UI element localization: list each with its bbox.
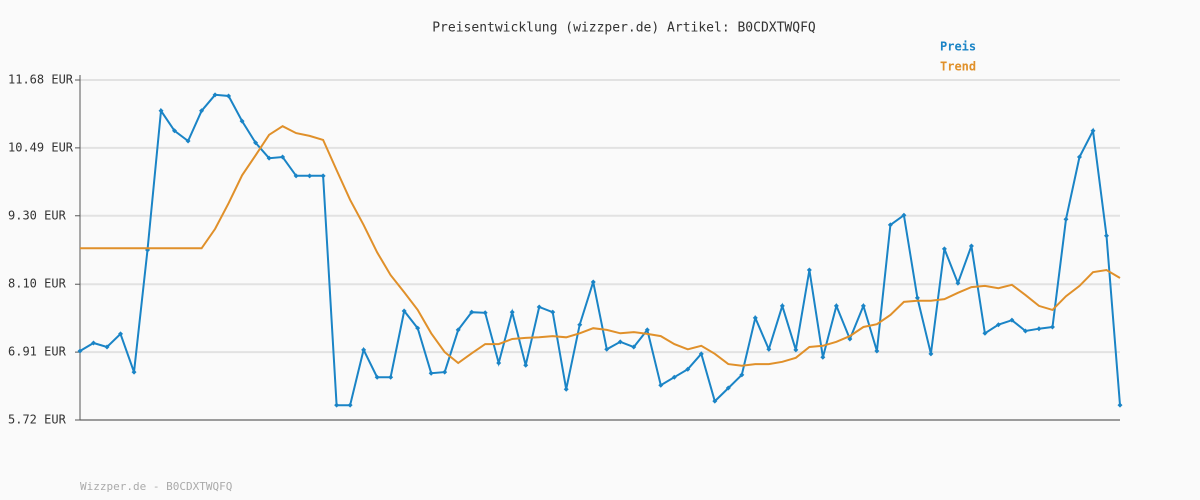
point [469,309,475,315]
point [901,212,907,218]
point [793,347,799,353]
point [955,280,961,286]
point [509,309,515,315]
point [739,372,745,378]
point [550,309,556,315]
point [536,304,542,310]
point [334,402,340,408]
point [388,374,394,380]
point [820,354,826,360]
point [577,322,583,328]
chart-title: Preisentwicklung (wizzper.de) Artikel: B… [432,21,816,36]
point [482,310,488,316]
point [280,154,286,160]
y-tick-label: 8.10 EUR [8,277,67,291]
point [995,322,1001,328]
point [361,347,367,353]
point [266,155,272,161]
point [320,173,326,179]
point [1090,128,1096,134]
point [374,374,380,380]
point [725,385,731,391]
point [1063,216,1069,222]
point [833,303,839,309]
legend-label: Preis [940,40,976,54]
legend-label: Trend [940,60,976,74]
point [887,222,893,228]
point [590,279,596,285]
point [685,366,691,372]
point [401,308,407,314]
point [698,351,704,357]
point [239,118,245,124]
point [1049,324,1055,330]
point [158,108,164,114]
point [631,344,637,350]
point [806,267,812,273]
point [199,108,205,114]
point [644,327,650,333]
point [442,369,448,375]
point [982,330,988,336]
source: Wizzper.de - B0CDXTWQFQ [80,480,232,493]
point [968,243,974,249]
y-tick-label: 9.30 EUR [8,208,67,222]
point [941,246,947,252]
y-tick-label: 10.49 EUR [8,140,74,154]
point [496,360,502,366]
point [752,315,758,321]
y-tick-label: 11.68 EUR [8,73,74,87]
point [172,128,178,134]
point [671,374,677,380]
point [415,325,421,331]
point [1076,154,1082,160]
point [779,303,785,309]
point [104,344,110,350]
point [226,93,232,99]
series-line [79,93,1121,407]
point [658,382,664,388]
point [131,369,137,375]
point [253,140,259,146]
point [307,173,313,179]
point [928,351,934,357]
series-line [80,125,1121,367]
point [523,362,529,368]
point [347,402,353,408]
point [617,339,623,345]
y-tick-label: 5.72 EUR [8,413,67,427]
point [91,340,97,346]
point [455,327,461,333]
point [118,331,124,337]
y-tick-label: 6.91 EUR [8,345,67,359]
point [1103,233,1109,239]
point [847,336,853,342]
point [428,370,434,376]
point [293,173,299,179]
point [766,346,772,352]
point [77,348,83,354]
point [1022,328,1028,334]
point [860,303,866,309]
point [712,398,718,404]
point [185,138,191,144]
point [874,348,880,354]
point [604,346,610,352]
point [914,295,920,301]
point [1036,326,1042,332]
point [1117,402,1123,408]
point [563,386,569,392]
point [1009,317,1015,323]
point [212,92,218,98]
